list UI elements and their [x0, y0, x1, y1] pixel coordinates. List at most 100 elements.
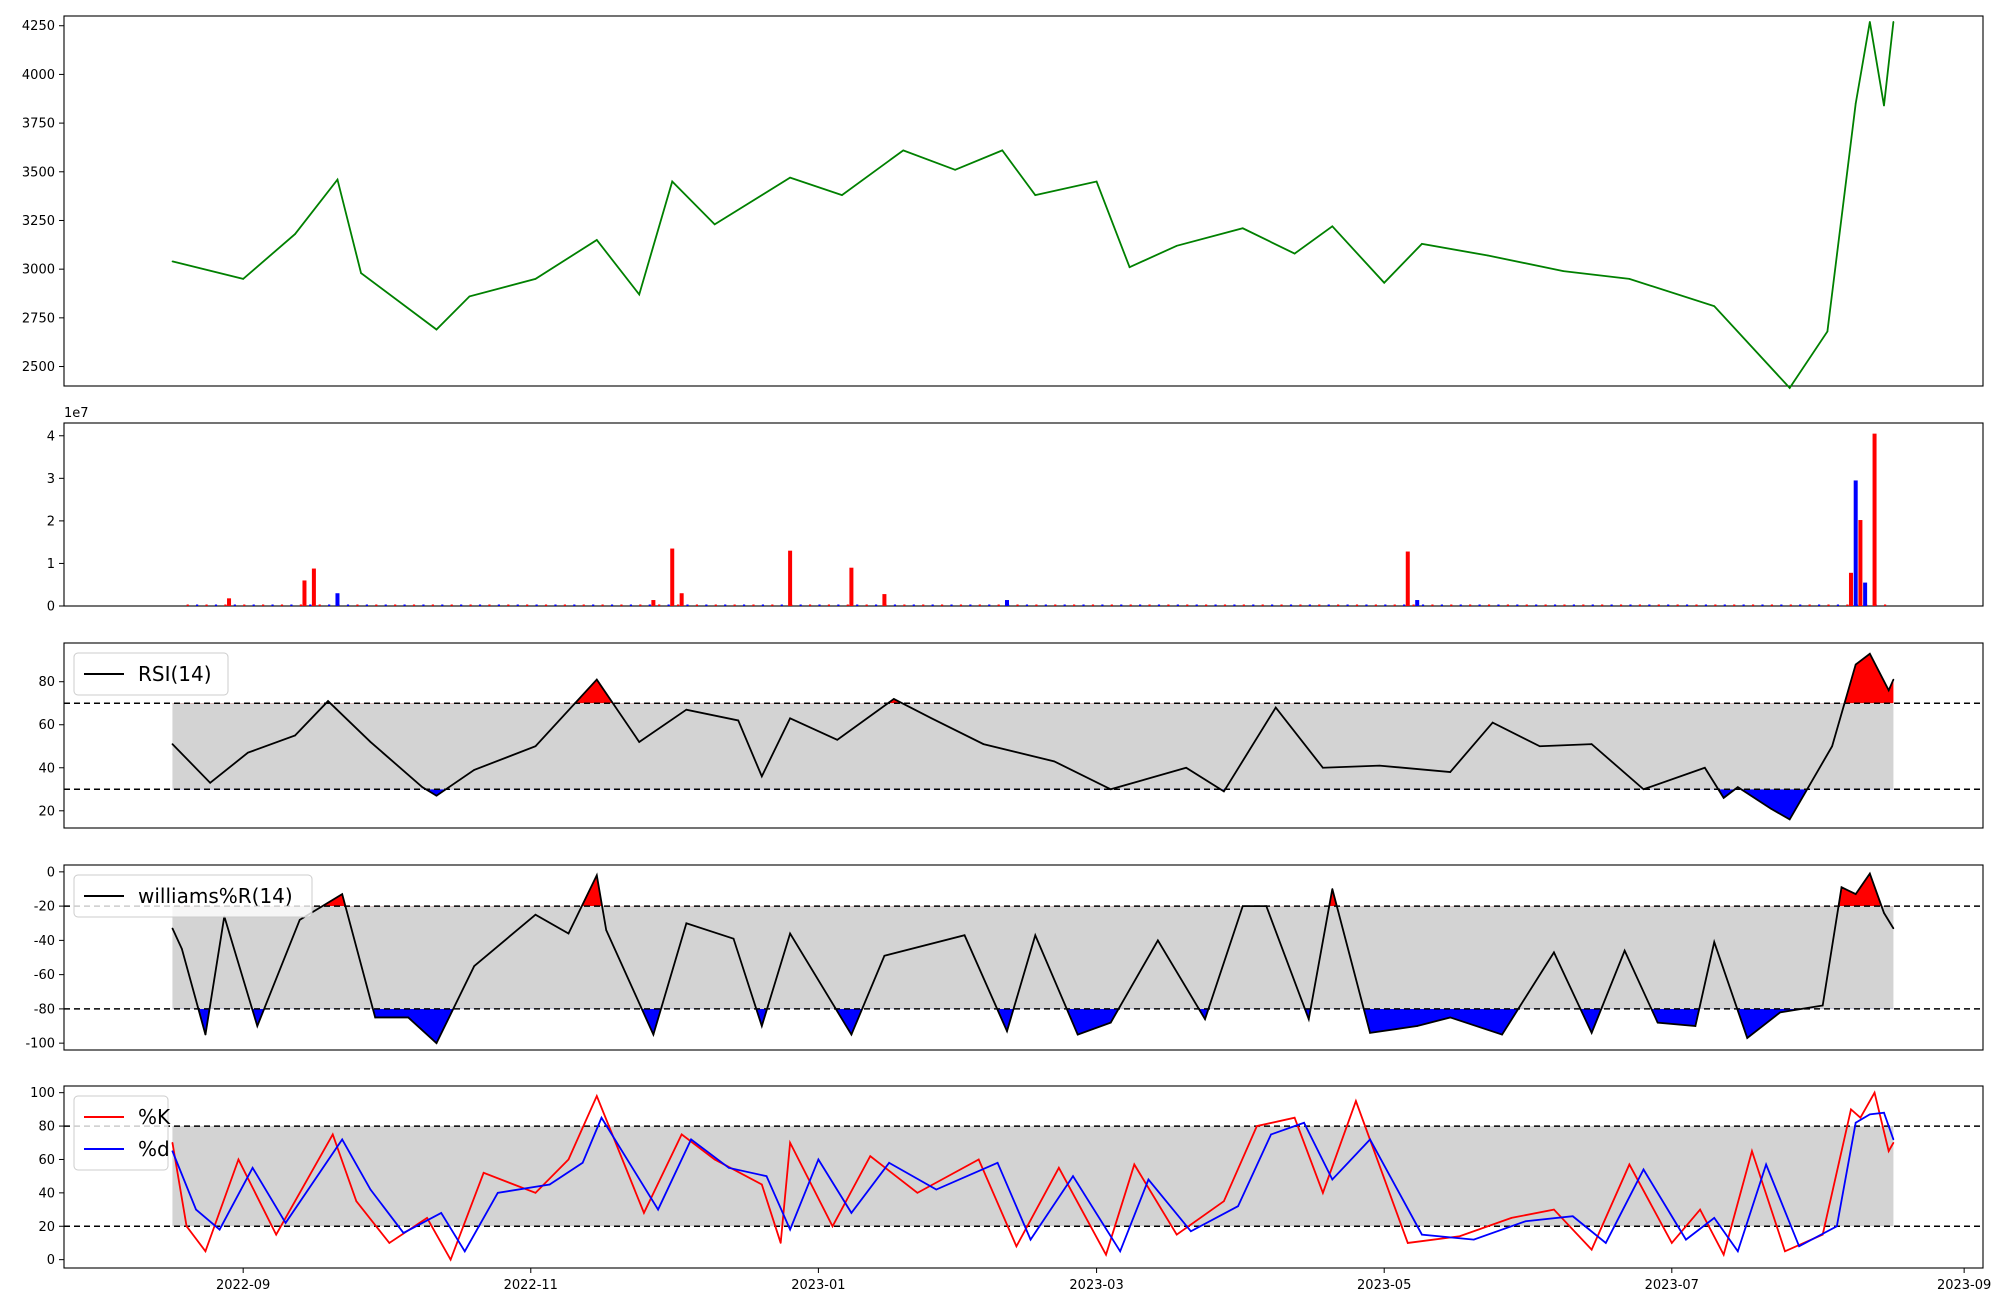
- price-ytick-label-5: 3750: [22, 117, 55, 132]
- stochastic-ytick-label-1: 20: [38, 1220, 55, 1235]
- rsi-point-0-32: [1704, 766, 1706, 769]
- volume-minor-bar: [1129, 604, 1132, 606]
- volume-minor-bar: [846, 604, 849, 606]
- volume-minor-bar: [1817, 604, 1821, 606]
- price-point-18: [1095, 180, 1098, 183]
- stochastic-point-1-37: [1571, 1215, 1574, 1218]
- volume-minor-bar: [1205, 604, 1208, 606]
- volume-minor-bar: [639, 604, 642, 606]
- stochastic-ytick-label-2: 40: [38, 1186, 55, 1201]
- volume-minor-bar: [761, 604, 765, 606]
- rsi-point-0-15: [789, 717, 791, 720]
- stochastic-point-1-13: [600, 1116, 603, 1119]
- stochastic-point-0-48: [1873, 1091, 1876, 1094]
- williams-point-0-11: [534, 913, 537, 916]
- stochastic-point-1-34: [1421, 1233, 1423, 1236]
- volume-ytick-label-1: 1: [47, 557, 55, 572]
- volume-bar-11: [1405, 551, 1410, 606]
- volume-minor-bar: [1148, 604, 1151, 606]
- stochastic-point-0-21: [869, 1155, 872, 1157]
- volume-minor-bar: [328, 604, 331, 606]
- price-point-4: [360, 272, 362, 274]
- price-point-10: [671, 180, 674, 183]
- stochastic-point-1-40: [1685, 1238, 1687, 1241]
- williams-point-0-25: [1076, 1033, 1079, 1036]
- price-point-13: [841, 194, 843, 196]
- stochastic-ytick-label-4: 80: [38, 1120, 55, 1135]
- x-tick-label-2: 2023-01: [791, 1278, 845, 1293]
- volume-minor-bar: [535, 604, 538, 606]
- rsi-point-0-16: [836, 739, 839, 741]
- volume-minor-bar: [1799, 604, 1802, 606]
- volume-minor-bar: [1280, 604, 1283, 606]
- rsi-frame: [63, 642, 1984, 829]
- volume-minor-bar: [431, 604, 434, 606]
- volume-bar-8: [849, 567, 854, 606]
- stochastic-point-0-30: [1256, 1125, 1258, 1127]
- williams-legend: [73, 874, 313, 918]
- volume-bar-13: [1848, 572, 1853, 606]
- stochastic-point-0-27: [1133, 1163, 1136, 1166]
- williams-point-0-42: [1713, 941, 1716, 943]
- volume-minor-bar: [1261, 604, 1264, 606]
- williams-point-0-26: [1109, 1021, 1112, 1024]
- williams-point-0-34: [1416, 1025, 1419, 1027]
- stochastic-point-1-1: [195, 1208, 197, 1211]
- volume-minor-bar: [676, 604, 680, 606]
- stochastic-point-0-32: [1322, 1192, 1324, 1194]
- williams-point-0-17: [732, 937, 735, 940]
- x-tick-label-4: 2023-05: [1357, 1278, 1411, 1293]
- stochastic-point-0-41: [1699, 1208, 1701, 1211]
- volume-minor-bar: [1525, 604, 1528, 606]
- stochastic-point-0-19: [789, 1141, 791, 1144]
- volume-ytick-label-4: 4: [47, 429, 55, 444]
- williams-point-0-48: [1869, 872, 1871, 875]
- volume-minor-bar: [554, 604, 557, 606]
- stochastic-point-0-46: [1850, 1108, 1852, 1111]
- volume-minor-bar: [224, 604, 227, 606]
- rsi-point-0-0: [171, 743, 174, 745]
- volume-minor-bar: [856, 604, 859, 606]
- price-point-20: [1175, 244, 1178, 247]
- rsi-point-0-9: [534, 745, 537, 748]
- rsi-point-0-11: [638, 741, 641, 743]
- volume-minor-bar: [818, 604, 821, 606]
- volume-minor-bar: [441, 604, 444, 606]
- williams-ytick-label-4: -20: [34, 900, 55, 915]
- volume-minor-bar: [1770, 604, 1774, 606]
- volume-minor-bar: [648, 604, 651, 606]
- stochastic-point-0-24: [1015, 1245, 1018, 1248]
- williams-point-0-23: [1006, 1030, 1008, 1032]
- volume-minor-bar: [1393, 604, 1396, 606]
- volume-minor-bar: [1506, 604, 1509, 606]
- volume-bar-7: [788, 550, 793, 606]
- williams-oversold-fill: [172, 1008, 1894, 1044]
- stochastic-point-1-39: [1642, 1168, 1645, 1171]
- williams-point-0-22: [963, 934, 966, 937]
- volume-minor-bar: [1035, 604, 1038, 606]
- price-point-26: [1487, 254, 1489, 257]
- volume-minor-bar: [1742, 604, 1745, 606]
- volume-minor-bar: [1553, 604, 1557, 606]
- volume-minor-bar: [1591, 604, 1594, 606]
- williams-legend-label-0: williams%R(14): [138, 884, 293, 908]
- volume-minor-bar: [1544, 604, 1547, 606]
- volume-minor-bar: [799, 604, 802, 606]
- volume-minor-bar: [1431, 604, 1434, 606]
- williams-point-0-14: [605, 929, 608, 931]
- volume-minor-bar: [601, 604, 604, 606]
- rsi-point-0-41: [1892, 678, 1895, 681]
- stochastic-legend-label-0: %K: [138, 1105, 171, 1129]
- volume-minor-bar: [1025, 604, 1029, 606]
- rsi-point-0-36: [1788, 818, 1791, 821]
- price-point-24: [1383, 281, 1385, 284]
- volume-minor-bar: [356, 604, 359, 606]
- stochastic-point-0-0: [171, 1141, 174, 1144]
- volume-minor-bar: [1846, 604, 1849, 606]
- williams-point-0-45: [1821, 1004, 1824, 1007]
- rsi-point-0-28: [1491, 721, 1494, 724]
- volume-minor-bar: [752, 604, 755, 606]
- volume-minor-bar: [563, 604, 566, 606]
- volume-ytick-label-2: 2: [47, 514, 55, 529]
